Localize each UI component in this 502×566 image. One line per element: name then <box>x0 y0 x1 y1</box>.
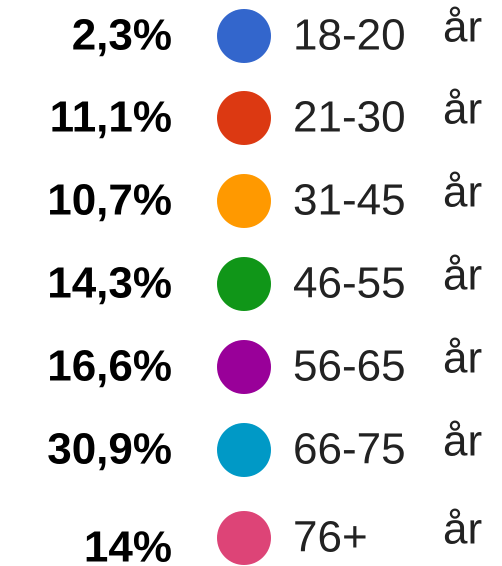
age-range: 46-55 <box>293 259 406 308</box>
percent-label: 11,1% <box>50 93 172 142</box>
unit-label: år <box>443 417 482 466</box>
color-swatch <box>217 340 271 394</box>
percent-label: 2,3% <box>72 11 172 60</box>
percent-label: 10,7% <box>47 176 172 225</box>
percent-label: 14,3% <box>47 259 172 308</box>
color-swatch <box>217 511 271 565</box>
color-swatch <box>217 423 271 477</box>
unit-label: år <box>443 334 482 383</box>
color-swatch <box>217 174 271 228</box>
unit-label: år <box>443 251 482 300</box>
unit-label: år <box>443 168 482 217</box>
age-range: 76+ <box>293 513 368 562</box>
percent-label: 16,6% <box>47 342 172 391</box>
age-range: 66-75 <box>293 425 406 474</box>
unit-label: år <box>443 85 482 134</box>
percent-label: 14% <box>84 523 172 566</box>
color-swatch <box>217 257 271 311</box>
color-swatch <box>217 9 271 63</box>
age-range: 31-45 <box>293 176 406 225</box>
color-swatch <box>217 91 271 145</box>
percent-label: 30,9% <box>47 425 172 474</box>
unit-label: år <box>443 505 482 554</box>
unit-label: år <box>443 3 482 52</box>
age-range: 18-20 <box>293 11 406 60</box>
age-range: 56-65 <box>293 342 406 391</box>
age-range: 21-30 <box>293 93 406 142</box>
